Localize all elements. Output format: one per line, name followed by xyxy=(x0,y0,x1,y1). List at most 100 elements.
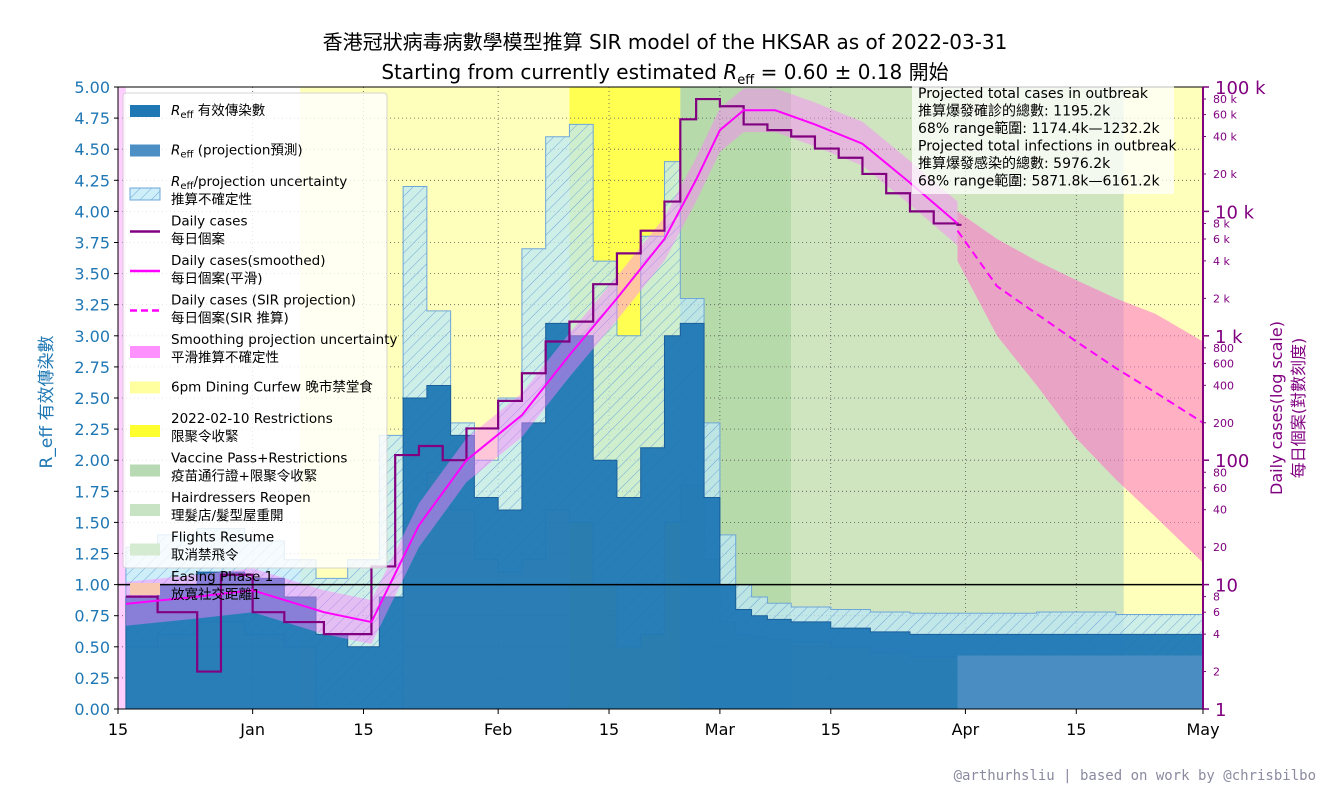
right-minor-tick-label-7: 80 xyxy=(1213,466,1227,479)
projection-line xyxy=(956,230,1203,424)
left-tick-label-13: 3.25 xyxy=(74,296,110,315)
legend-label2-10: 理髮店/髮型屋重開 xyxy=(171,508,284,524)
left-tick-label-6: 1.50 xyxy=(74,513,110,532)
legend-label2-4: 每日個案(平滑) xyxy=(171,270,263,287)
x-tick-label-6: 15 xyxy=(821,720,841,739)
legend-label-0: Reff 有效傳染數 xyxy=(171,103,266,121)
right-tick-label-2: 100 xyxy=(1215,451,1249,472)
legend-swatch-smooth_band xyxy=(130,346,160,358)
left-tick-label-7: 1.75 xyxy=(74,482,110,501)
subtitle-reff-symbol: R xyxy=(723,60,738,84)
x-tick-label-4: 15 xyxy=(599,720,619,739)
x-tick-label-2: 15 xyxy=(353,720,373,739)
legend-label2-12: 放寬社交距離1 xyxy=(171,586,261,603)
legend-label2-5: 每日個案(SIR 推算) xyxy=(171,310,289,327)
x-tick-label-9: May xyxy=(1186,720,1219,739)
projection-info-line1: Projected total cases in outbreak xyxy=(918,86,1149,102)
left-tick-label-14: 3.50 xyxy=(74,265,110,284)
x-tick-label-0: 15 xyxy=(108,720,128,739)
chart-subtitle: Starting from currently estimated Reff =… xyxy=(0,56,1330,88)
legend-label-8: 2022-02-10 Restrictions xyxy=(171,411,333,427)
legend-swatch-reff xyxy=(130,105,160,117)
legend-label-6: Smoothing projection uncertainty xyxy=(171,332,398,348)
projection-info-line5: 推算爆發感染的總數: 5976.2k xyxy=(918,155,1111,172)
legend-label-7: 6pm Dining Curfew 晚市禁堂食 xyxy=(171,379,373,396)
right-minor-tick-label-19: 80 k xyxy=(1213,93,1237,106)
right-minor-tick-label-16: 20 k xyxy=(1213,168,1237,181)
projection-uncertainty-band xyxy=(957,211,1203,563)
legend-label2-11: 取消禁飛令 xyxy=(171,548,239,564)
reff-area xyxy=(125,322,1203,709)
legend-box xyxy=(122,92,388,569)
x-tick-label-8: 15 xyxy=(1066,720,1086,739)
subtitle-prefix: Starting from currently estimated xyxy=(381,60,724,84)
left-tick-label-1: 0.25 xyxy=(74,669,110,688)
projection-info-line4: Projected total infections in outbreak xyxy=(918,139,1178,155)
projection-info-line2: 推算爆發確診的總數: 1195.2k xyxy=(918,103,1111,120)
right-tick-label-5: 100 k xyxy=(1215,78,1266,99)
left-tick-label-5: 1.25 xyxy=(74,545,110,564)
left-tick-label-17: 4.25 xyxy=(74,171,110,190)
projection-info-line3: 68% range範圍: 1174.4k—1232.2k xyxy=(918,120,1161,137)
period-band-early xyxy=(118,87,126,709)
legend-swatch-restrictions xyxy=(130,425,160,437)
subtitle-value: = 0.60 ± 0.18 開始 xyxy=(754,60,949,84)
legend-label-3: Daily cases xyxy=(171,214,248,230)
left-tick-label-3: 0.75 xyxy=(74,607,110,626)
right-minor-tick-label-11: 800 xyxy=(1213,342,1234,355)
legend-label-2: Reff/projection uncertainty xyxy=(171,174,347,192)
left-tick-label-10: 2.50 xyxy=(74,389,110,408)
projection-info-box xyxy=(912,86,1174,194)
left-tick-label-8: 2.00 xyxy=(74,451,110,470)
left-tick-label-9: 2.25 xyxy=(74,420,110,439)
right-minor-tick-label-10: 600 xyxy=(1213,357,1234,370)
legend-swatch-curfew xyxy=(130,381,160,394)
right-minor-tick-label-1: 4 xyxy=(1213,628,1220,641)
right-minor-tick-label-13: 4 k xyxy=(1213,255,1230,268)
right-minor-tick-label-12: 2 k xyxy=(1213,292,1230,305)
right-minor-tick-label-8: 200 xyxy=(1213,417,1234,430)
right-minor-tick-label-18: 60 k xyxy=(1213,109,1237,122)
chart-title: 香港冠狀病毒病數學模型推算 SIR model of the HKSAR as … xyxy=(322,30,1008,54)
legend-label2-6: 平滑推算不確定性 xyxy=(171,350,279,366)
plot-area xyxy=(125,88,1203,709)
legend-label-5: Daily cases (SIR projection) xyxy=(171,293,356,309)
legend-label-12: Easing Phase 1 xyxy=(171,569,273,585)
right-minor-tick-label-3: 8 xyxy=(1213,591,1220,604)
right-axis-label-1: Daily cases(log scale) xyxy=(1267,321,1286,495)
smoothing-uncertainty-band xyxy=(125,88,958,644)
subtitle-reff-sub: eff xyxy=(737,73,755,88)
x-tick-label-1: Jan xyxy=(239,720,265,739)
right-minor-tick-label-4: 20 xyxy=(1213,541,1227,554)
right-minor-tick-label-17: 40 k xyxy=(1213,131,1237,144)
legend-label-10: Hairdressers Reopen xyxy=(171,490,311,506)
left-tick-label-20: 5.00 xyxy=(74,78,110,97)
legend-swatch-easing xyxy=(130,583,160,595)
left-tick-label-18: 4.50 xyxy=(74,140,110,159)
right-tick-label-0: 1 xyxy=(1215,700,1226,721)
left-tick-label-19: 4.75 xyxy=(74,109,110,128)
legend-label-9: Vaccine Pass+Restrictions xyxy=(171,451,347,467)
legend-swatch-hair xyxy=(130,504,160,516)
right-tick-label-4: 10 k xyxy=(1215,202,1255,223)
left-tick-label-2: 0.50 xyxy=(74,638,110,657)
left-axis-label: R_eff 有效傳染數 xyxy=(37,336,57,469)
left-tick-label-4: 1.00 xyxy=(74,576,110,595)
left-tick-label-16: 4.00 xyxy=(74,202,110,221)
left-tick-label-12: 3.00 xyxy=(74,327,110,346)
legend-label2-8: 限聚令收緊 xyxy=(171,429,239,445)
legend-swatch-reff_proj xyxy=(130,144,160,157)
right-minor-tick-label-6: 60 xyxy=(1213,482,1227,495)
right-axis-label-2: 每日個案(對數刻度) xyxy=(1289,338,1308,479)
projection-info-line6: 68% range範圍: 5871.8k—6161.2k xyxy=(918,173,1161,190)
right-minor-tick-label-15: 8 k xyxy=(1213,217,1230,230)
left-tick-label-15: 3.75 xyxy=(74,234,110,253)
right-minor-tick-label-5: 40 xyxy=(1213,504,1227,517)
legend-swatch-vaccine xyxy=(130,464,160,477)
x-tick-label-3: Feb xyxy=(484,720,512,739)
legend-label2-3: 每日個案 xyxy=(171,231,225,248)
smoothed-line xyxy=(125,109,959,624)
legend-label-4: Daily cases(smoothed) xyxy=(171,253,325,269)
right-minor-tick-label-9: 400 xyxy=(1213,379,1234,392)
